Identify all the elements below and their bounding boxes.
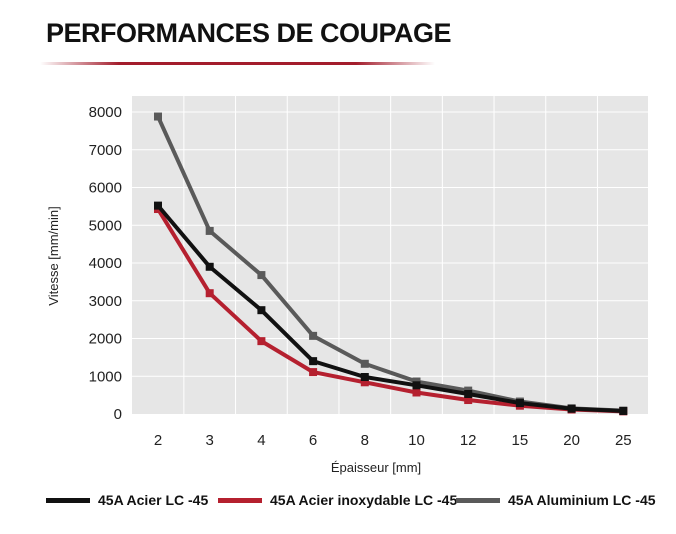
legend-item-inox: 45A Acier inoxydable LC -45: [218, 492, 457, 508]
x-tick-label: 8: [361, 432, 369, 449]
data-point: [412, 388, 421, 397]
legend-item-acier: 45A Acier LC -45: [46, 492, 208, 508]
legend-label-aluminium: 45A Aluminium LC -45: [508, 492, 656, 508]
x-tick-label: 4: [257, 432, 265, 449]
data-point: [257, 337, 266, 346]
x-tick-label: 6: [309, 432, 317, 449]
data-point: [205, 262, 214, 271]
data-point: [360, 373, 369, 382]
data-point: [154, 112, 162, 121]
y-tick-label: 8000: [89, 104, 122, 121]
data-point: [619, 406, 628, 415]
y-tick-label: 6000: [89, 180, 122, 197]
y-tick-label: 7000: [89, 142, 122, 159]
y-tick-label: 3000: [89, 293, 122, 310]
legend: 45A Acier LC -45 45A Acier inoxydable LC…: [46, 492, 666, 512]
y-tick-label: 1000: [89, 368, 122, 385]
x-tick-label: 2: [154, 432, 162, 449]
plot-area: [132, 96, 648, 414]
x-tick-label: 10: [408, 432, 425, 449]
data-point: [412, 381, 421, 390]
data-point: [205, 289, 214, 298]
data-point: [205, 226, 214, 235]
y-tick-labels: 0 1000 2000 3000 4000 5000 6000 7000 8000: [89, 104, 122, 423]
data-point: [309, 368, 318, 377]
data-point: [309, 331, 318, 340]
y-tick-label: 5000: [89, 217, 122, 234]
x-tick-label: 20: [563, 432, 580, 449]
series-line-0: [156, 203, 626, 413]
legend-item-aluminium: 45A Aluminium LC -45: [456, 492, 656, 508]
x-tick-label: 25: [615, 432, 632, 449]
data-point: [464, 396, 473, 405]
data-point: [567, 404, 576, 413]
y-axis-title: Vitesse [mm/min]: [46, 206, 61, 305]
data-point: [360, 378, 369, 387]
legend-swatch-acier: [46, 497, 90, 503]
x-tick-label: 15: [512, 432, 529, 449]
y-tick-label: 4000: [89, 255, 122, 272]
series-group: [154, 112, 628, 416]
legend-label-inox: 45A Acier inoxydable LC -45: [270, 492, 458, 508]
legend-swatch-inox: [218, 497, 262, 503]
title-underline: [40, 62, 435, 65]
data-point: [257, 271, 266, 280]
data-point: [464, 389, 473, 398]
legend-label-acier: 45A Acier LC -45: [98, 492, 209, 508]
data-point: [309, 357, 318, 366]
legend-swatch-aluminium: [456, 497, 500, 503]
x-axis-title: Épaisseur [mm]: [331, 460, 421, 475]
y-tick-label: 0: [114, 406, 122, 423]
x-tick-label: 3: [206, 432, 214, 449]
x-tick-label: 12: [460, 432, 477, 449]
data-point: [257, 306, 266, 315]
data-point: [154, 201, 162, 210]
data-point: [360, 359, 369, 368]
y-tick-label: 2000: [89, 331, 122, 348]
chart-title: PERFORMANCES DE COUPAGE: [46, 18, 452, 48]
data-point: [515, 399, 524, 408]
x-tick-labels: 2 3 4 6 8 10 12 15 20 25: [154, 432, 632, 449]
